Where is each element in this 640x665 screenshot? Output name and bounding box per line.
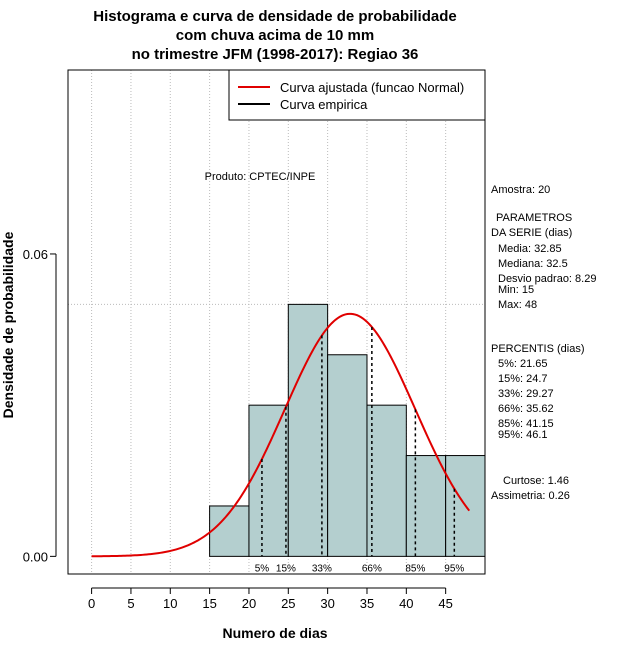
fitted-normal-curve — [91, 312, 471, 558]
x-tick-label-35: 35 — [360, 596, 374, 611]
stats-assimetria: Assimetria: 0.26 — [491, 490, 570, 502]
stats-mediana: Mediana: 32.5 — [498, 258, 568, 270]
legend-box — [228, 69, 486, 121]
x-axis-label: Numero de dias — [222, 625, 327, 641]
fitted-curve-layer — [91, 312, 471, 558]
stats-curtose: Curtose: 1.46 — [503, 475, 569, 487]
stats-desvio: Desvio padrao: 8.29 — [498, 273, 596, 285]
x-tick-label-0: 0 — [88, 596, 95, 611]
stats-parametros-title: PARAMETROS — [496, 212, 572, 224]
x-tick-label-5: 5 — [127, 596, 134, 611]
y-tick-label-1: 0.06 — [23, 247, 48, 262]
chart-title-line-1: Histograma e curva de densidade de proba… — [93, 8, 456, 25]
percentile-label-85: 85% — [405, 563, 425, 574]
stats-p5: 5%: 21.65 — [498, 358, 548, 370]
stats-max: Max: 48 — [498, 299, 537, 311]
legend-empirical-label: Curva empirica — [280, 97, 368, 112]
x-tick-label-10: 10 — [163, 596, 177, 611]
stats-p85: 85%: 41.15 — [498, 418, 554, 430]
x-tick-label-20: 20 — [242, 596, 256, 611]
x-tick-label-45: 45 — [438, 596, 452, 611]
x-tick-label-30: 30 — [320, 596, 334, 611]
stats-media: Media: 32.85 — [498, 243, 562, 255]
histogram-bar-30-35 — [327, 354, 368, 557]
y-tick-label-0: 0.00 — [23, 549, 48, 564]
percentile-label-15: 15% — [276, 563, 296, 574]
stats-panel: Amostra: 20 PARAMETROS DA SERIE (dias) M… — [491, 184, 596, 502]
x-tick-label-25: 25 — [281, 596, 295, 611]
stats-p95: 95%: 46.1 — [498, 429, 548, 441]
histogram-bar-20-25 — [248, 404, 289, 557]
stats-parametros-subtitle: DA SERIE (dias) — [491, 227, 572, 239]
percentile-label-5: 5% — [255, 563, 270, 574]
percentile-label-66: 66% — [362, 563, 382, 574]
x-tick-label-15: 15 — [202, 596, 216, 611]
produto-label: Produto: CPTEC/INPE — [205, 171, 316, 183]
legend: Curva ajustada (funcao Normal) Curva emp… — [228, 69, 486, 121]
x-tick-label-40: 40 — [399, 596, 413, 611]
histogram-bars — [209, 303, 486, 557]
percentile-markers: 5% 15% 33% 66% 85% 95% — [255, 326, 464, 574]
percentile-label-95: 95% — [444, 563, 464, 574]
stats-percentis-title: PERCENTIS (dias) — [491, 343, 585, 355]
stats-p33: 33%: 29.27 — [498, 388, 554, 400]
legend-fit-label: Curva ajustada (funcao Normal) — [280, 80, 464, 95]
histogram-bar-40-45 — [405, 455, 447, 557]
y-axis-label: Densidade de probabilidade — [0, 231, 16, 418]
chart-title-line-2: com chuva acima de 10 mm — [176, 27, 374, 44]
stats-amostra: Amostra: 20 — [491, 184, 550, 196]
axes: 0 5 10 15 20 25 30 35 40 45 0.00 0.06 — [23, 247, 453, 611]
chart-title-line-3: no trimestre JFM (1998-2017): Regiao 36 — [132, 46, 419, 63]
stats-min: Min: 15 — [498, 284, 534, 296]
histogram-bar-35-40 — [366, 404, 407, 557]
stats-p15: 15%: 24.7 — [498, 373, 548, 385]
percentile-label-33: 33% — [312, 563, 332, 574]
stats-p66: 66%: 35.62 — [498, 403, 554, 415]
